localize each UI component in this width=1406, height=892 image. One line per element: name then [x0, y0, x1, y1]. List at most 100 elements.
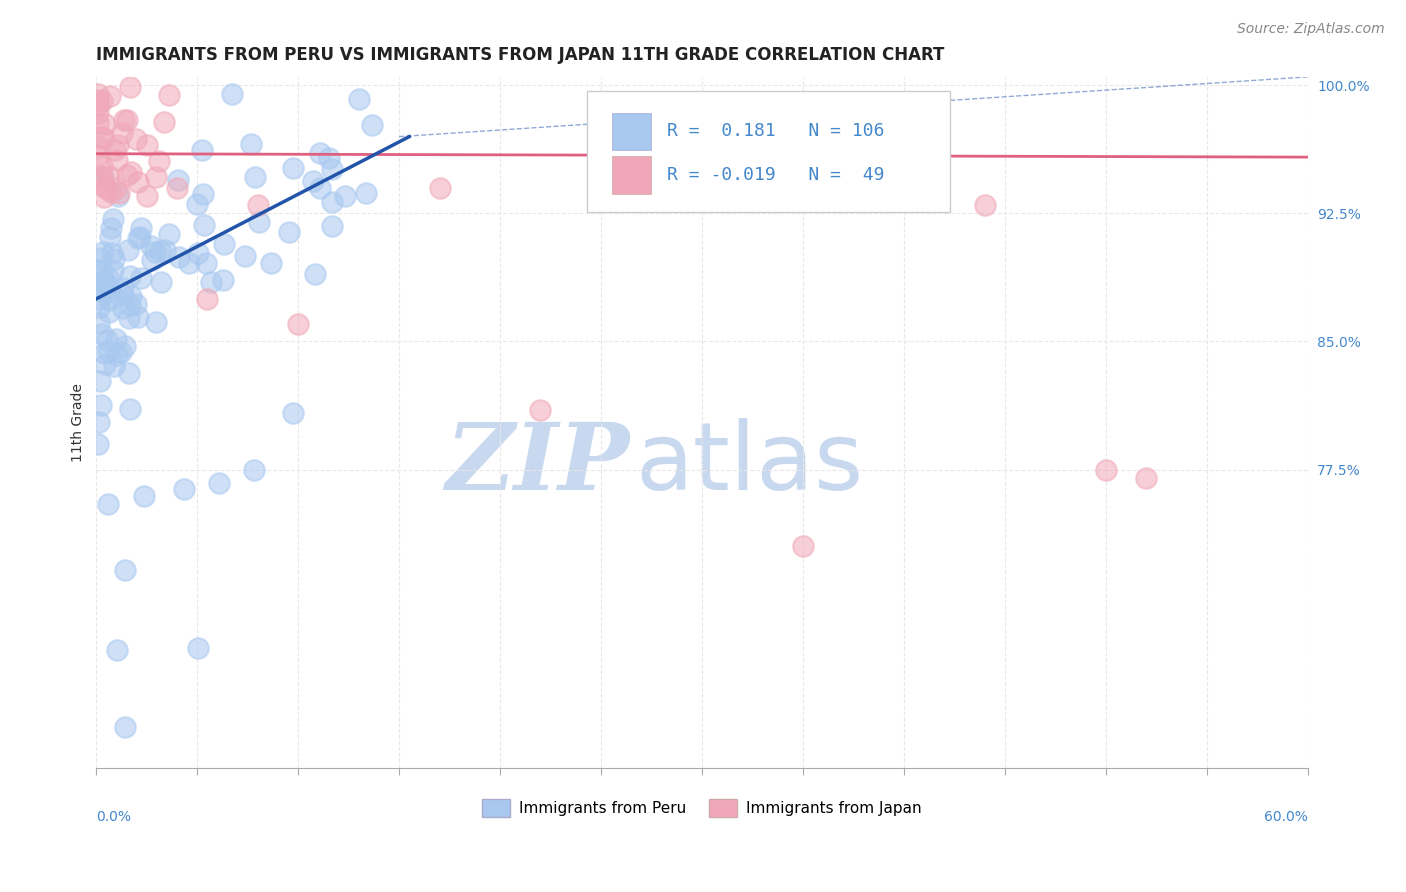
Point — [166, 181, 188, 195]
Point — [187, 246, 209, 260]
Point — [105, 180, 128, 194]
Point — [429, 181, 451, 195]
Point — [173, 482, 195, 496]
Point — [212, 237, 235, 252]
Point — [193, 218, 215, 232]
Point — [93, 275, 115, 289]
Point — [98, 279, 121, 293]
Point — [87, 94, 110, 108]
Point — [167, 173, 190, 187]
Point — [98, 230, 121, 244]
Point — [333, 189, 356, 203]
Point — [112, 288, 135, 302]
Point — [1135, 471, 1157, 485]
Point — [134, 489, 156, 503]
Point — [127, 310, 149, 324]
Point — [97, 169, 120, 183]
Point — [91, 170, 114, 185]
Point — [190, 143, 212, 157]
Point — [141, 252, 163, 267]
Text: R = -0.019   N =  49: R = -0.019 N = 49 — [666, 166, 884, 184]
Point — [149, 244, 172, 259]
Point — [98, 285, 121, 299]
Point — [101, 263, 124, 277]
Point — [100, 221, 122, 235]
Point — [101, 245, 124, 260]
Point — [111, 126, 134, 140]
Point — [304, 267, 326, 281]
Point — [321, 194, 343, 209]
Point — [90, 264, 112, 278]
Point — [135, 138, 157, 153]
Point — [302, 174, 325, 188]
Point — [104, 143, 127, 157]
Point — [129, 230, 152, 244]
Point — [1094, 462, 1116, 476]
Point — [193, 186, 215, 201]
Point — [87, 116, 110, 130]
Point — [309, 180, 332, 194]
Point — [97, 293, 120, 307]
Point — [169, 250, 191, 264]
Point — [153, 243, 176, 257]
Point — [118, 268, 141, 283]
Point — [94, 117, 117, 131]
Point — [120, 80, 142, 95]
Point — [529, 402, 551, 417]
Point — [115, 112, 138, 127]
Point — [245, 170, 267, 185]
Point — [187, 640, 209, 655]
Point — [87, 139, 110, 153]
Point — [89, 374, 111, 388]
Point — [87, 97, 110, 112]
Point — [108, 186, 131, 201]
Y-axis label: 11th Grade: 11th Grade — [72, 384, 86, 462]
Point — [124, 132, 146, 146]
Point — [249, 215, 271, 229]
Point — [143, 245, 166, 260]
Point — [87, 437, 110, 451]
Point — [308, 146, 330, 161]
Point — [125, 297, 148, 311]
Point — [208, 475, 231, 490]
Point — [246, 198, 269, 212]
Point — [145, 315, 167, 329]
Point — [973, 198, 995, 212]
Point — [145, 169, 167, 184]
Point — [153, 115, 176, 129]
Point — [112, 301, 135, 316]
Point — [195, 292, 218, 306]
Point — [110, 345, 132, 359]
Point — [159, 227, 181, 241]
Point — [91, 244, 114, 259]
Text: R =  0.181   N = 106: R = 0.181 N = 106 — [666, 122, 884, 140]
Point — [321, 219, 343, 233]
Point — [87, 87, 110, 102]
Point — [114, 720, 136, 734]
Point — [221, 87, 243, 102]
Point — [243, 462, 266, 476]
Point — [318, 151, 340, 165]
Point — [97, 497, 120, 511]
Text: Source: ZipAtlas.com: Source: ZipAtlas.com — [1237, 22, 1385, 37]
Point — [120, 401, 142, 416]
Point — [186, 197, 208, 211]
Point — [105, 153, 128, 167]
Point — [97, 344, 120, 359]
FancyBboxPatch shape — [586, 91, 950, 211]
Point — [118, 311, 141, 326]
Point — [233, 249, 256, 263]
Point — [93, 275, 115, 289]
Point — [131, 270, 153, 285]
Point — [94, 179, 117, 194]
Point — [177, 256, 200, 270]
Point — [90, 130, 112, 145]
Point — [103, 211, 125, 226]
Point — [792, 539, 814, 553]
Point — [194, 256, 217, 270]
Point — [91, 273, 114, 287]
Point — [260, 256, 283, 270]
Point — [87, 300, 110, 314]
Text: 60.0%: 60.0% — [1264, 810, 1308, 823]
Point — [129, 221, 152, 235]
